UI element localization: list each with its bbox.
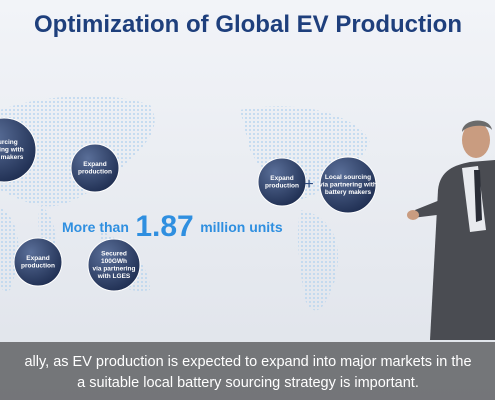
- bubble-circle: [13, 237, 63, 287]
- presenter: [407, 120, 495, 340]
- bubble-label: production: [265, 182, 299, 189]
- highlight: More than 1.87 million units: [62, 210, 283, 243]
- caption-line: a suitable local battery sourcing strate…: [77, 375, 419, 391]
- bubble-circle: [70, 143, 120, 193]
- bubble-label: rtnering with: [0, 147, 24, 154]
- highlight-prefix: More than: [62, 219, 129, 235]
- caption-line: ally, as EV production is expected to ex…: [24, 354, 471, 370]
- slide-title: Optimization of Global EV Production: [34, 11, 462, 38]
- bubble-label: via partnering with: [319, 182, 377, 189]
- bubble-label: Local sourcing: [325, 174, 371, 181]
- bubble-label: sourcing: [0, 139, 18, 146]
- caption-bar: [0, 342, 495, 400]
- bubble-label: production: [21, 262, 55, 269]
- bubble-label: Expand: [270, 175, 294, 182]
- bubble-label: battery makers: [325, 189, 372, 196]
- bubble-circle: [0, 117, 37, 183]
- bubbles: sourcingrtnering withttery makersExpandp…: [0, 117, 377, 292]
- bubble-label: via partnering: [93, 265, 136, 272]
- bubble-label: ttery makers: [0, 154, 24, 161]
- highlight-number: 1.87: [135, 210, 193, 243]
- bubble-circle: [319, 156, 377, 214]
- bubble-label: Expand: [83, 161, 107, 168]
- bubble-circle: [257, 157, 307, 207]
- highlight-suffix: million units: [200, 219, 283, 235]
- location-bubble: sourcingrtnering withttery makers: [0, 117, 37, 183]
- bubble-circle: [87, 238, 141, 292]
- bubble-label: 100GWh: [101, 258, 127, 265]
- bubble-label: with LGES: [97, 273, 131, 280]
- bubble-label: Expand: [26, 255, 50, 262]
- bubble-label: production: [78, 168, 112, 175]
- bubble-label: Secured: [101, 250, 127, 257]
- plus-sign: +: [304, 176, 313, 193]
